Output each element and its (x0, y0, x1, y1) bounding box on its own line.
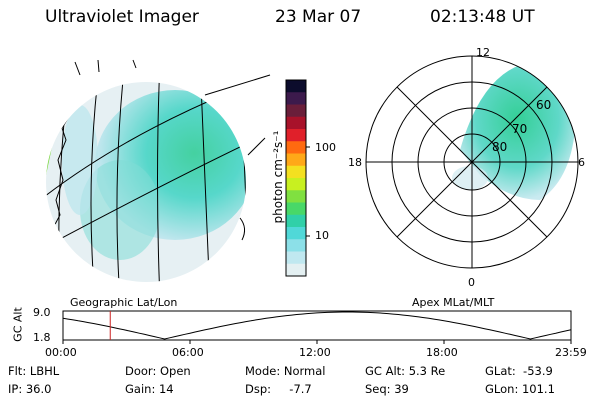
colorbar-segment (286, 104, 306, 118)
time-tick-2359: 23:59 (555, 346, 587, 359)
gain-status: Gain: 14 (125, 382, 174, 396)
altitude-tick-9: 9.0 (33, 306, 51, 319)
mlt-label-6: 6 (578, 156, 585, 169)
seq-status: Seq: 39 (365, 382, 409, 396)
time-tick-1800: 18:00 (426, 346, 458, 359)
altitude-tick-1-8: 1.8 (33, 331, 51, 344)
colorbar-segment (286, 239, 306, 252)
altitude-plot (62, 310, 572, 344)
colorbar (285, 79, 310, 277)
instrument-title: Ultraviolet Imager (45, 7, 199, 27)
colorbar-segment (286, 263, 306, 277)
colorbar-segment (286, 116, 306, 130)
time-tick-0000: 00:00 (45, 346, 77, 359)
polar-plot (365, 55, 579, 269)
colorbar-segment (286, 153, 306, 167)
colorbar-label: photon cm⁻²s⁻¹ (271, 130, 285, 224)
mlt-label-18: 18 (348, 156, 362, 169)
colorbar-frame (285, 79, 307, 277)
observation-date: 23 Mar 07 (275, 7, 362, 27)
mlat-label-60: 60 (536, 98, 552, 112)
colorbar-segment (286, 92, 306, 105)
colorbar-segment (286, 202, 306, 216)
glat-status: GLat: -53.9 (485, 364, 553, 378)
colorbar-segment (286, 227, 306, 240)
mlat-label-80: 80 (492, 140, 508, 154)
altitude-axis-label: GC Alt (11, 307, 25, 342)
colorbar-segment (286, 214, 306, 228)
altitude-curve (62, 311, 572, 340)
time-tick-0600: 06:00 (172, 346, 204, 359)
dsp-status: Dsp: -7.7 (245, 382, 312, 396)
time-tick-1200: 12:00 (299, 346, 331, 359)
geographic-panel-label: Geographic Lat/Lon (70, 296, 178, 309)
observation-time: 02:13:48 UT (430, 7, 535, 27)
geographic-image (46, 59, 271, 282)
colorbar-segment (286, 129, 306, 142)
apex-panel-label: Apex MLat/MLT (412, 296, 495, 309)
colorbar-segment (286, 141, 306, 154)
colorbar-tick-100: 100 (315, 141, 336, 154)
filter-status: Flt: LBHL (8, 364, 60, 378)
mode-status: Mode: Normal (245, 364, 326, 378)
colorbar-segment (286, 80, 306, 93)
colorbar-segment (286, 165, 306, 179)
colorbar-segment (286, 190, 306, 203)
gc-alt-status: GC Alt: 5.3 Re (365, 364, 446, 378)
ip-status: IP: 36.0 (8, 382, 52, 396)
mlt-label-0: 0 (468, 276, 475, 289)
mlt-label-12: 12 (476, 46, 490, 59)
colorbar-segment (286, 178, 306, 191)
mlat-label-70: 70 (512, 122, 528, 136)
door-status: Door: Open (125, 364, 191, 378)
colorbar-tick-10: 10 (315, 229, 329, 242)
colorbar-segment (286, 251, 306, 265)
glon-status: GLon: 101.1 (485, 382, 555, 396)
